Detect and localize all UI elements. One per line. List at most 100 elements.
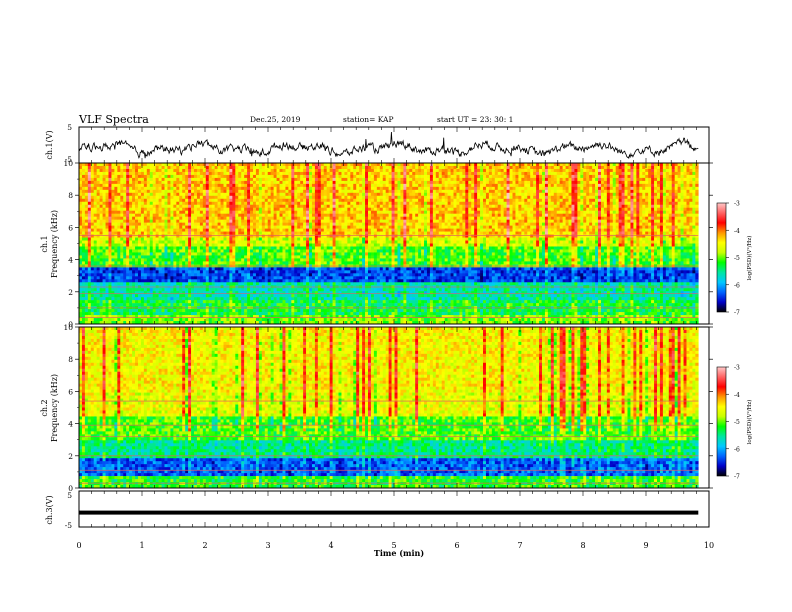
spectrogram-cell [282, 207, 286, 211]
spectrogram-cell [185, 270, 189, 274]
spectrogram-cell [120, 249, 124, 253]
spectrogram-cell [202, 321, 207, 325]
spectrogram-cell [267, 240, 271, 244]
spectrogram-cell [194, 210, 198, 214]
spectrogram-cell [176, 231, 180, 235]
spectrogram-cell [173, 198, 177, 203]
spectrogram-cell [241, 168, 245, 173]
spectrogram-cell [247, 213, 251, 217]
spectrogram-cell [205, 261, 210, 265]
spectrogram-cell [244, 165, 248, 170]
spectrogram-cell [309, 261, 313, 265]
spectrogram-cell [335, 186, 339, 191]
spectrogram-cell [285, 228, 289, 232]
spectrogram-cell [202, 243, 207, 247]
spectrogram-cell [285, 243, 289, 247]
spectrogram-cell [173, 294, 177, 298]
spectrogram-cell [96, 225, 100, 229]
spectrogram-cell [220, 243, 224, 247]
spectrogram-cell [164, 195, 168, 200]
spectrogram-cell [167, 288, 171, 292]
spectrogram-cell [294, 180, 298, 185]
spectrogram-cell [214, 219, 218, 223]
spectrogram-cell [329, 237, 333, 241]
spectrogram-cell [261, 270, 266, 274]
spectrogram-cell [317, 222, 322, 226]
spectrogram-cell [273, 309, 277, 313]
spectrogram-cell [102, 198, 106, 203]
spectrogram-cell [120, 234, 124, 238]
spectrogram-cell [81, 258, 86, 262]
spectrogram-cell [105, 189, 109, 194]
spectrogram-cell [135, 294, 139, 298]
spectrogram-cell [285, 219, 289, 223]
spectrogram-cell [232, 168, 236, 173]
spectrogram-cell [140, 288, 145, 292]
spectrogram-cell [123, 237, 127, 241]
spectrogram-cell [291, 258, 295, 262]
spectrogram-cell [341, 207, 345, 211]
spectrogram-cell [297, 267, 301, 271]
spectrogram-cell [241, 252, 245, 256]
spectrogram-cell [238, 303, 242, 307]
spectrogram-cell [188, 189, 192, 194]
spectrogram-cell [320, 297, 325, 301]
spectrogram-cell [90, 174, 95, 179]
spectrogram-cell [161, 201, 165, 206]
spectrogram-cell [323, 186, 328, 191]
spectrogram-cell [170, 216, 174, 220]
spectrogram-cell [329, 279, 333, 283]
spectrogram-cell [149, 174, 154, 179]
spectrogram-cell [294, 222, 298, 226]
spectrogram-cell [84, 303, 89, 307]
spectrogram-cell [126, 318, 130, 322]
spectrogram-cell [185, 261, 189, 265]
spectrogram-cell [155, 315, 159, 319]
spectrogram-cell [273, 252, 277, 256]
spectrogram-cell [291, 237, 295, 241]
spectrogram-cell [223, 177, 227, 182]
spectrogram-cell [279, 180, 283, 185]
spectrogram-cell [96, 240, 100, 244]
spectrogram-cell [220, 195, 224, 200]
spectrogram-cell [326, 273, 330, 277]
spectrogram-cell [114, 171, 118, 176]
spectrogram-cell [303, 255, 307, 259]
spectrogram-cell [202, 279, 207, 283]
spectrogram-cell [205, 234, 210, 238]
spectrogram-cell [208, 177, 213, 182]
spectrogram-cell [276, 183, 280, 188]
spectrogram-cell [303, 297, 307, 301]
spectrogram-cell [244, 240, 248, 244]
spectrogram-cell [188, 270, 192, 274]
spectrogram-cell [311, 216, 316, 220]
spectrogram-cell [188, 321, 192, 325]
spectrogram-cell [102, 282, 106, 286]
spectrogram-cell [252, 201, 257, 206]
spectrogram-cell [344, 228, 348, 232]
spectrogram-cell [129, 183, 133, 188]
spectrogram-cell [158, 282, 162, 286]
spectrogram-cell [344, 222, 348, 226]
spectrogram-cell [135, 246, 139, 250]
spectrogram-cell [155, 282, 159, 286]
spectrogram-cell [232, 282, 236, 286]
spectrogram-cell [194, 186, 198, 191]
spectrogram-cell [202, 273, 207, 277]
spectrogram-cell [311, 255, 316, 259]
spectrogram-cell [129, 240, 133, 244]
spectrogram-cell [250, 192, 254, 197]
spectrogram-cell [273, 165, 277, 170]
spectrogram-cell [199, 315, 204, 319]
spectrogram-cell [270, 201, 274, 206]
spectrogram-cell [182, 300, 186, 304]
spectrogram-cell [276, 201, 280, 206]
spectrogram-cell [102, 171, 106, 176]
spectrogram-cell [261, 225, 266, 229]
spectrogram-cell [294, 198, 298, 203]
spectrogram-cell [297, 321, 301, 325]
spectrogram-cell [114, 288, 118, 292]
spectrogram-cell [132, 261, 136, 265]
spectrogram-cell [146, 207, 151, 211]
spectrogram-cell [179, 168, 183, 173]
